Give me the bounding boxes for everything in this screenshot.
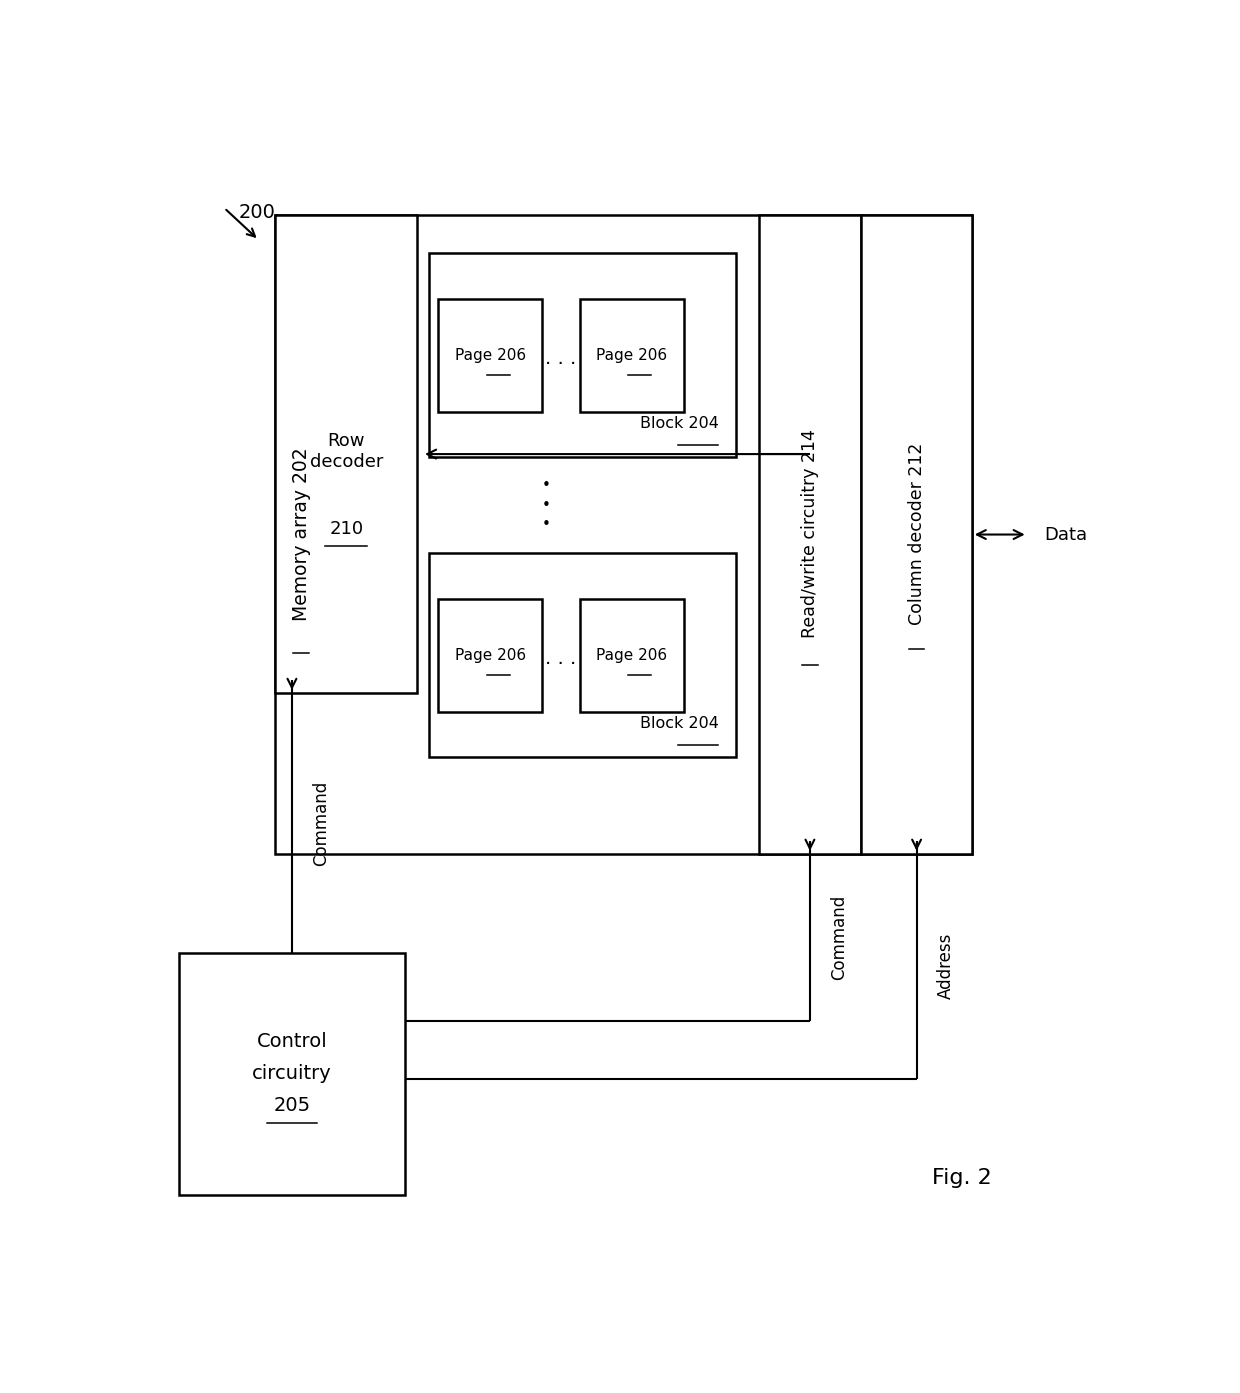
Text: 200: 200 xyxy=(238,203,275,221)
Bar xyxy=(179,953,404,1195)
Text: Address: Address xyxy=(936,933,955,999)
Text: Command: Command xyxy=(830,894,848,979)
Text: Fig. 2: Fig. 2 xyxy=(932,1167,992,1188)
Bar xyxy=(580,299,683,412)
Bar xyxy=(275,216,418,692)
Text: Row
decoder: Row decoder xyxy=(310,432,383,471)
Bar xyxy=(759,216,862,854)
Text: •: • xyxy=(542,517,551,532)
Text: Page 206: Page 206 xyxy=(455,348,526,364)
Bar xyxy=(439,299,542,412)
Text: Control: Control xyxy=(257,1032,327,1050)
Text: 205: 205 xyxy=(273,1096,310,1116)
Text: 210: 210 xyxy=(329,520,363,538)
Bar xyxy=(429,254,737,457)
Text: circuitry: circuitry xyxy=(252,1064,332,1082)
Bar xyxy=(862,216,972,854)
Text: Block 204: Block 204 xyxy=(640,716,719,731)
Text: Column decoder 212: Column decoder 212 xyxy=(908,443,925,625)
Text: •: • xyxy=(542,497,551,513)
Bar xyxy=(429,553,737,758)
Text: Data: Data xyxy=(1044,525,1087,543)
Bar xyxy=(275,216,972,854)
Text: . . .: . . . xyxy=(546,649,577,669)
Text: Page 206: Page 206 xyxy=(596,348,667,364)
Text: Command: Command xyxy=(311,780,330,865)
Text: Read/write circuitry 214: Read/write circuitry 214 xyxy=(801,429,818,638)
Text: •: • xyxy=(542,478,551,493)
Text: . . .: . . . xyxy=(546,350,577,368)
Text: Page 206: Page 206 xyxy=(455,648,526,663)
Bar xyxy=(580,599,683,712)
Text: Memory array 202: Memory array 202 xyxy=(291,447,310,621)
Text: Block 204: Block 204 xyxy=(640,417,719,430)
Bar xyxy=(439,599,542,712)
Text: Page 206: Page 206 xyxy=(596,648,667,663)
